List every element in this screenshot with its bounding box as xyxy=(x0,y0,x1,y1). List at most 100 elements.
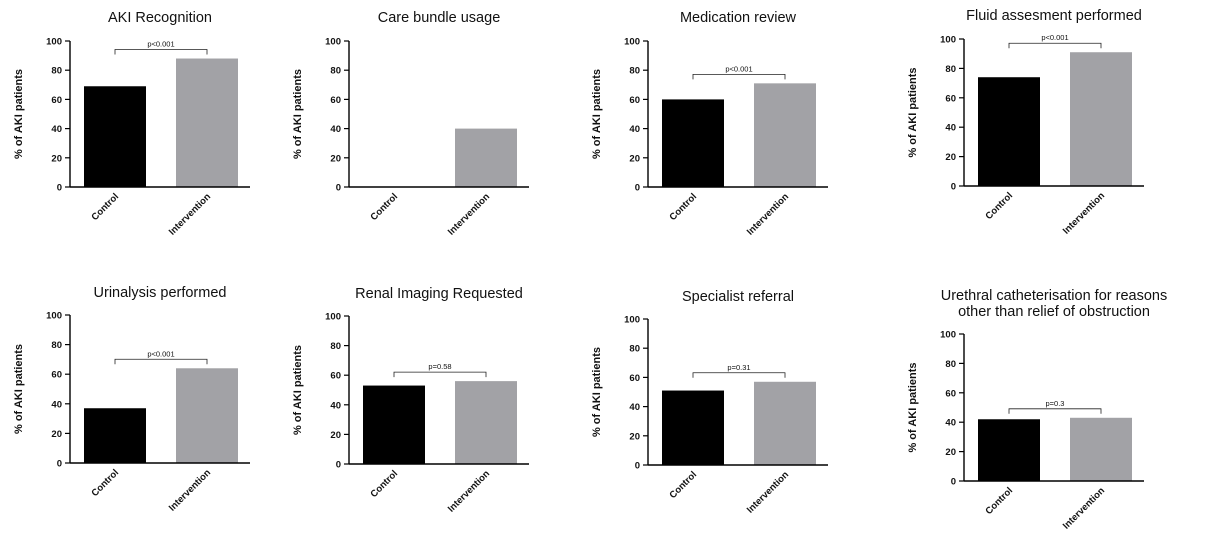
chart-title: Urethral catheterisation for reasons xyxy=(941,288,1167,304)
y-tick-label: 60 xyxy=(629,95,640,106)
p-value-label: p<0.001 xyxy=(147,40,174,49)
y-tick-label: 0 xyxy=(635,183,640,194)
chart-panel: Care bundle usage 0 20 40 60 80 100 % of AKI pa… xyxy=(292,10,529,238)
y-axis-label: % of AKI patients xyxy=(13,344,25,434)
p-value-label: p<0.001 xyxy=(147,349,174,358)
chart-title: other than relief of obstruction xyxy=(958,304,1150,320)
y-tick-label: 80 xyxy=(330,341,341,352)
significance-bracket xyxy=(692,73,786,80)
x-category-label: Intervention xyxy=(745,191,791,237)
x-category-label: Control xyxy=(89,191,121,223)
bar-control xyxy=(978,77,1040,186)
bar-intervention xyxy=(455,381,517,464)
y-axis-label: % of AKI patients xyxy=(591,347,603,437)
y-tick-label: 60 xyxy=(945,388,956,399)
chart-title: Specialist referral xyxy=(682,289,794,305)
y-tick-label: 80 xyxy=(629,66,640,77)
bar-intervention xyxy=(176,58,238,187)
y-tick-label: 80 xyxy=(945,359,956,370)
x-category-label: Control xyxy=(667,191,699,223)
y-tick-label: 100 xyxy=(325,312,341,323)
y-tick-label: 100 xyxy=(940,35,956,46)
y-tick-label: 40 xyxy=(945,123,956,134)
y-tick-label: 60 xyxy=(51,370,62,381)
y-tick-label: 20 xyxy=(51,429,62,440)
y-tick-label: 40 xyxy=(629,402,640,413)
y-tick-label: 100 xyxy=(46,37,62,48)
y-tick-label: 40 xyxy=(629,124,640,135)
p-value-label: p=0.58 xyxy=(428,362,451,371)
y-tick-label: 0 xyxy=(57,183,62,194)
chart-title: Medication review xyxy=(680,10,797,26)
x-category-label: Control xyxy=(368,191,400,223)
y-axis-label: % of AKI patients xyxy=(292,69,304,159)
p-value-label: p=0.31 xyxy=(727,363,750,372)
bar-intervention xyxy=(176,368,238,463)
p-value-label: p<0.001 xyxy=(725,64,752,73)
y-tick-label: 20 xyxy=(945,152,956,163)
y-tick-label: 40 xyxy=(51,124,62,135)
y-tick-label: 100 xyxy=(46,311,62,322)
chart-panel: Urethral catheterisation for reasonsothe… xyxy=(907,288,1167,532)
p-value-label: p=0.3 xyxy=(1046,399,1065,408)
x-category-label: Intervention xyxy=(167,467,213,513)
y-tick-label: 40 xyxy=(945,418,956,429)
y-tick-label: 80 xyxy=(51,340,62,351)
y-axis-label: % of AKI patients xyxy=(907,67,919,157)
y-tick-label: 80 xyxy=(945,64,956,75)
y-tick-label: 20 xyxy=(330,153,341,164)
x-category-label: Intervention xyxy=(1061,190,1107,236)
x-category-label: Control xyxy=(368,468,400,500)
y-tick-label: 80 xyxy=(629,344,640,355)
y-tick-label: 80 xyxy=(330,66,341,77)
bar-control xyxy=(662,99,724,187)
y-tick-label: 40 xyxy=(330,124,341,135)
y-tick-label: 100 xyxy=(325,37,341,48)
bar-control xyxy=(662,390,724,465)
y-tick-label: 0 xyxy=(336,460,341,471)
significance-bracket xyxy=(114,358,208,365)
y-tick-label: 100 xyxy=(624,37,640,48)
bar-control xyxy=(978,419,1040,481)
y-tick-label: 60 xyxy=(330,95,341,106)
y-tick-label: 20 xyxy=(629,153,640,164)
chart-title: Care bundle usage xyxy=(378,10,501,26)
y-tick-label: 20 xyxy=(629,431,640,442)
chart-title: Renal Imaging Requested xyxy=(355,286,523,302)
y-tick-label: 0 xyxy=(336,183,341,194)
y-tick-label: 60 xyxy=(629,373,640,384)
chart-panel: Specialist referral 0 20 40 60 80 100 % of AKI … xyxy=(591,289,828,516)
y-tick-label: 60 xyxy=(945,93,956,104)
p-value-label: p<0.001 xyxy=(1041,33,1068,42)
y-tick-label: 20 xyxy=(51,153,62,164)
y-tick-label: 40 xyxy=(330,400,341,411)
x-category-label: Control xyxy=(983,485,1015,517)
significance-bracket xyxy=(393,371,487,378)
y-axis-label: % of AKI patients xyxy=(292,345,304,435)
bar-intervention xyxy=(754,83,816,187)
significance-bracket xyxy=(692,372,786,378)
x-category-label: Intervention xyxy=(446,191,492,237)
significance-bracket xyxy=(114,49,208,55)
y-tick-label: 60 xyxy=(51,95,62,106)
y-tick-label: 0 xyxy=(57,459,62,470)
y-tick-label: 60 xyxy=(330,371,341,382)
y-axis-label: % of AKI patients xyxy=(907,362,919,452)
significance-bracket xyxy=(1008,42,1102,49)
chart-title: Urinalysis performed xyxy=(94,285,227,301)
y-tick-label: 80 xyxy=(51,66,62,77)
y-tick-label: 0 xyxy=(951,477,956,488)
x-category-label: Intervention xyxy=(446,468,492,514)
y-tick-label: 20 xyxy=(945,447,956,458)
y-tick-label: 100 xyxy=(940,330,956,341)
chart-panel: Urinalysis performed 0 20 40 60 80 100 % of AKI… xyxy=(13,285,250,514)
significance-bracket xyxy=(1008,408,1102,414)
x-category-label: Control xyxy=(667,469,699,501)
y-tick-label: 0 xyxy=(951,182,956,193)
x-category-label: Intervention xyxy=(1061,485,1107,531)
y-tick-label: 100 xyxy=(624,315,640,326)
bar-intervention xyxy=(754,381,816,465)
x-category-label: Control xyxy=(89,467,121,499)
bar-intervention xyxy=(1070,417,1132,481)
